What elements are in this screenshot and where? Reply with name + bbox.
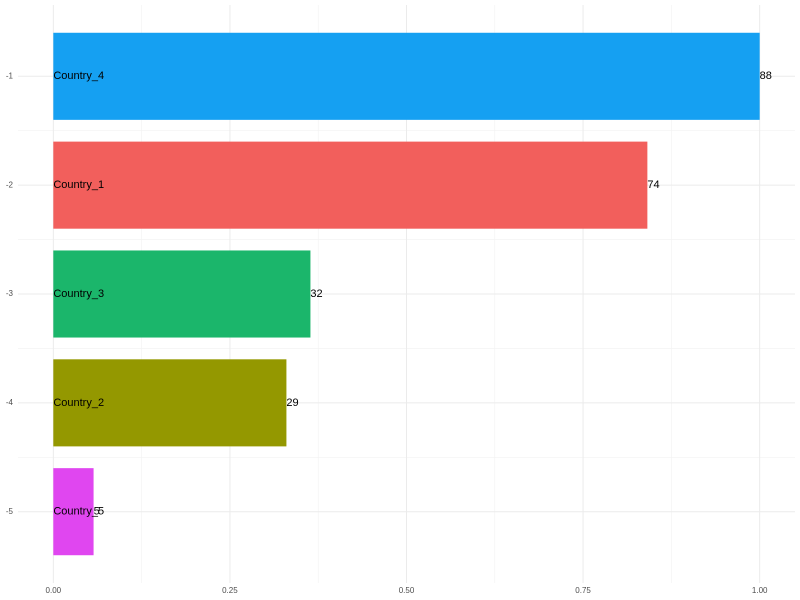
x-tick-label: 0.25 — [222, 586, 238, 595]
y-tick-label: -3 — [6, 289, 14, 298]
bar — [53, 141, 648, 229]
y-tick-label: -2 — [6, 180, 14, 189]
y-tick-label: -1 — [6, 71, 14, 80]
value-label: 74 — [647, 179, 659, 191]
bar-category-label: Country_4 — [53, 70, 104, 82]
value-label: 5 — [94, 506, 100, 518]
bar-category-label: Country_2 — [53, 397, 104, 409]
y-tick-label: -5 — [6, 507, 14, 516]
bar-category-label: Country_1 — [53, 179, 104, 191]
x-tick-label: 0.50 — [399, 586, 415, 595]
value-label: 88 — [760, 70, 772, 82]
bar-category-label: Country_3 — [53, 288, 104, 300]
bar-category-label: Country_5 — [53, 506, 104, 518]
bar — [53, 32, 760, 120]
x-tick-label: 0.75 — [575, 586, 591, 595]
bar — [53, 359, 287, 447]
value-label: 32 — [310, 288, 322, 300]
x-tick-label: 0.00 — [46, 586, 62, 595]
x-tick-label: 1.00 — [752, 586, 768, 595]
y-tick-label: -4 — [6, 398, 14, 407]
value-label: 29 — [286, 397, 298, 409]
bar — [53, 468, 94, 556]
bar — [53, 250, 311, 338]
